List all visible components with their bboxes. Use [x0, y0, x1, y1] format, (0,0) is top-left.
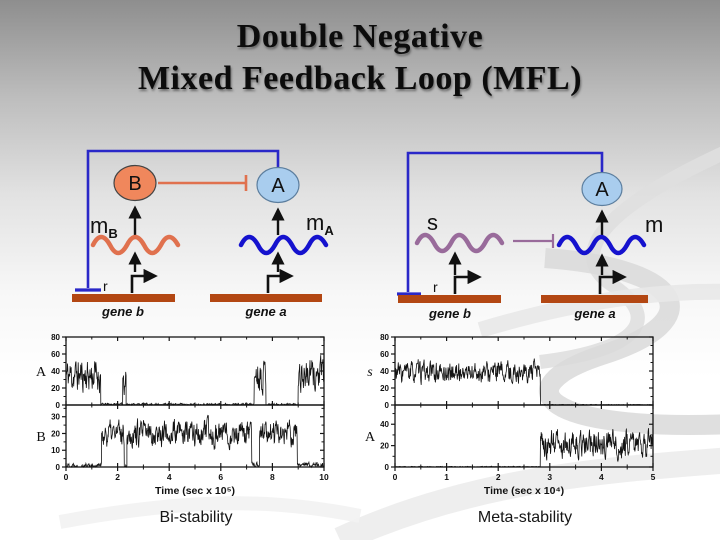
svg-text:40: 40 — [380, 367, 389, 376]
svg-text:20: 20 — [380, 384, 389, 393]
protein-b-circle — [113, 164, 157, 202]
svg-text:A: A — [36, 365, 47, 380]
mrna-b-label: mB — [90, 213, 118, 241]
svg-text:10: 10 — [51, 446, 60, 455]
svg-text:20: 20 — [51, 384, 60, 393]
promoter-arrow-gene-a — [598, 269, 627, 294]
gene-a-name: gene a — [573, 306, 615, 321]
mrna-a-label: mA — [306, 210, 334, 238]
diagram-protein-repression-mfl: B A mB mA r gene b gene a — [72, 149, 334, 319]
svg-text:B: B — [36, 430, 45, 445]
gene-b-bar — [72, 294, 175, 302]
metastability-caption: Meta-stability — [477, 509, 573, 526]
gene-a-bar — [541, 295, 648, 303]
svg-text:80: 80 — [51, 333, 60, 342]
svg-text:0: 0 — [393, 472, 398, 482]
mrna-a-wave — [238, 234, 329, 256]
promoter-r-label: r — [433, 279, 438, 295]
srna-wave — [414, 232, 505, 254]
svg-text:0: 0 — [56, 401, 61, 410]
svg-text:10: 10 — [319, 472, 329, 482]
gene-a-name: gene a — [244, 304, 286, 319]
svg-text:2: 2 — [496, 472, 501, 482]
svg-text:3: 3 — [547, 472, 552, 482]
svg-text:1: 1 — [444, 472, 449, 482]
metastability-figure: 0 20 40 60 80 s 0 20 40 0 1 2 3 4 5 A Time (sec x 10⁴) M… — [359, 332, 659, 527]
bistability-plot: 0 20 40 60 80 A 0 10 20 30 0 2 4 6 8 10 B Time (sec x 10⁵… — [36, 333, 329, 497]
svg-text:6: 6 — [218, 472, 223, 482]
gene-b-name: gene b — [428, 306, 471, 321]
svg-text:5: 5 — [651, 472, 656, 482]
mrna-wave — [556, 234, 647, 256]
gene-a-bar — [210, 294, 322, 302]
protein-b-label: B — [128, 173, 141, 195]
bistability-figure: 0 20 40 60 80 A 0 10 20 30 0 2 4 6 8 10 B Time (sec x 10⁵… — [30, 332, 330, 527]
svg-text:40: 40 — [380, 420, 389, 429]
svg-text:80: 80 — [380, 333, 389, 342]
promoter-arrow-gene-b — [453, 269, 482, 294]
svg-text:4: 4 — [167, 472, 172, 482]
svg-text:30: 30 — [51, 413, 60, 422]
promoter-arrow-gene-b — [130, 268, 158, 293]
slide-title: Double Negative Mixed Feedback Loop (MFL… — [0, 16, 720, 100]
svg-text:2: 2 — [115, 472, 120, 482]
feedback-loop-line — [86, 149, 280, 288]
mrna-b-wave — [90, 234, 181, 256]
svg-text:Time (sec x 10⁵): Time (sec x 10⁵) — [155, 485, 235, 497]
diagram-srna-repression-mfl: A s m r gene b gene a — [397, 151, 663, 321]
svg-text:0: 0 — [64, 472, 69, 482]
svg-text:0: 0 — [385, 401, 390, 410]
protein-a-label: A — [271, 175, 285, 197]
svg-text:8: 8 — [270, 472, 275, 482]
metastability-plot: 0 20 40 60 80 s 0 20 40 0 1 2 3 4 5 A Time (sec x 10⁴) — [365, 333, 656, 497]
svg-text:60: 60 — [380, 350, 389, 359]
gene-b-bar — [398, 295, 501, 303]
srna-label: s — [427, 210, 438, 235]
svg-text:A: A — [365, 430, 376, 445]
svg-text:s: s — [367, 365, 373, 380]
svg-text:40: 40 — [51, 367, 60, 376]
title-line-2: Mixed Feedback Loop (MFL) — [137, 60, 583, 97]
protein-a-label: A — [595, 179, 609, 201]
gene-b-name: gene b — [101, 304, 144, 319]
svg-text:20: 20 — [51, 429, 60, 438]
bistability-caption: Bi-stability — [159, 509, 233, 526]
title-line-1: Double Negative — [236, 18, 484, 55]
svg-text:20: 20 — [380, 441, 389, 450]
svg-text:60: 60 — [51, 350, 60, 359]
protein-a-circle — [256, 166, 300, 204]
svg-text:0: 0 — [385, 463, 390, 472]
mrna-label: m — [645, 212, 663, 237]
svg-text:4: 4 — [599, 472, 604, 482]
promoter-r-label: r — [103, 278, 108, 294]
promoter-arrow-gene-a — [266, 268, 294, 293]
svg-text:Time (sec x 10⁴): Time (sec x 10⁴) — [484, 485, 564, 497]
svg-text:0: 0 — [56, 463, 61, 472]
